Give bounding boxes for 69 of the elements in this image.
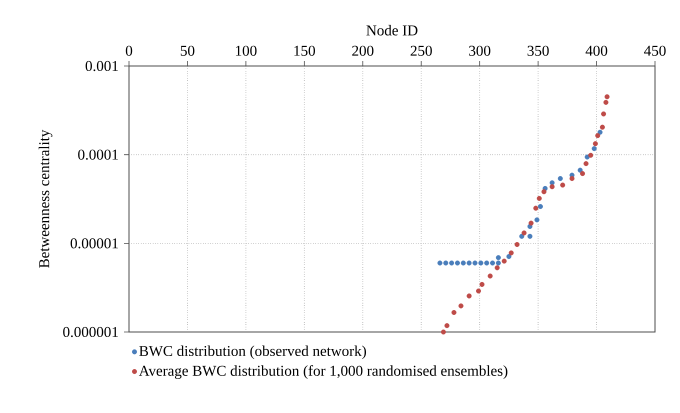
point	[538, 204, 543, 210]
point	[550, 180, 555, 186]
point	[466, 260, 472, 266]
point	[588, 152, 594, 158]
point	[466, 293, 472, 298]
point	[584, 161, 589, 166]
point	[494, 265, 500, 270]
point	[570, 176, 575, 182]
point	[440, 330, 446, 335]
point	[578, 168, 583, 173]
point	[437, 260, 442, 266]
x-tick-label: 50	[180, 46, 194, 56]
point	[534, 217, 540, 222]
x-tick-label: 250	[410, 46, 432, 56]
y-tick-label: 0.0001	[78, 150, 118, 160]
point	[449, 260, 454, 266]
point	[490, 260, 496, 266]
point	[478, 260, 484, 266]
point	[558, 176, 563, 182]
point	[496, 255, 501, 260]
point	[601, 111, 606, 116]
point	[580, 171, 586, 176]
point	[603, 100, 608, 105]
point	[522, 230, 527, 236]
point	[484, 260, 490, 266]
point	[476, 288, 481, 294]
point	[508, 250, 514, 256]
point	[502, 258, 507, 264]
x-tick-label: 450	[644, 46, 666, 56]
point	[488, 274, 493, 279]
point	[443, 260, 448, 266]
point	[506, 254, 512, 260]
x-tick-label: 300	[469, 46, 490, 56]
point	[519, 234, 524, 239]
point	[472, 260, 478, 266]
point	[514, 242, 520, 248]
x-tick-label: 200	[352, 46, 374, 56]
point	[541, 189, 546, 194]
x-tick-label: 400	[586, 46, 608, 56]
point	[592, 141, 598, 146]
y-tick-label: 0.00001	[70, 238, 118, 248]
legend-label: BWC distribution (observed network)	[139, 346, 366, 360]
point	[454, 260, 460, 266]
point	[592, 146, 597, 152]
point	[604, 94, 610, 100]
x-axis-title: Node ID	[366, 24, 418, 36]
point	[460, 260, 466, 266]
y-axis-title: Betweenness centrality	[38, 130, 52, 268]
x-tick-label: 0	[126, 46, 132, 56]
point	[451, 310, 456, 315]
point	[480, 282, 485, 287]
y-tick-label: 0.000001	[63, 326, 118, 338]
point	[528, 220, 534, 226]
point	[598, 130, 603, 135]
point	[533, 206, 538, 211]
point	[600, 124, 605, 130]
x-tick-label: 350	[528, 46, 549, 56]
point	[560, 182, 566, 188]
point	[595, 133, 600, 138]
point	[444, 323, 450, 328]
point	[527, 234, 532, 239]
x-tick-label: 150	[294, 46, 316, 56]
point	[496, 260, 501, 266]
point	[458, 303, 464, 308]
x-tick-label: 100	[236, 46, 257, 56]
point	[550, 184, 555, 190]
y-tick-label: 0.001	[86, 60, 118, 72]
legend-label: Average BWC distribution (for 1,000 randomised ensembles)	[138, 365, 508, 379]
point	[536, 196, 542, 201]
